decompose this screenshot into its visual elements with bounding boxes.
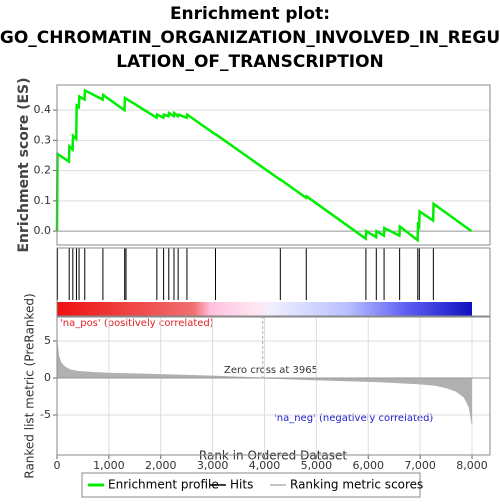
y-tick-label: 0.2 [34, 164, 52, 177]
rank-band [57, 302, 472, 316]
y-axis-label: Enrichment score (ES) [16, 77, 32, 252]
y-tick-label: 0.1 [34, 194, 52, 207]
y-tick-label: 5 [44, 334, 51, 347]
x-tick-label: 7,000 [404, 459, 436, 472]
y-axis-label: Ranked list metric (PreRanked) [23, 293, 37, 478]
y-tick-label: 0.0 [34, 224, 52, 237]
es-line [55, 88, 473, 243]
x-tick-label: 0 [54, 459, 61, 472]
x-tick-label: 2,000 [145, 459, 177, 472]
y-tick-label: 0 [44, 371, 51, 384]
neg-label: 'na_neg' (negatively correlated) [274, 413, 433, 424]
x-tick-label: 6,000 [352, 459, 384, 472]
y-tick-label: -5 [40, 408, 51, 421]
x-tick-label: 3,000 [197, 459, 229, 472]
legend-label: Hits [230, 478, 253, 492]
plot-frame [56, 247, 491, 317]
x-tick-label: 5,000 [301, 459, 333, 472]
legend [81, 472, 421, 498]
plot-frame [56, 84, 491, 246]
chart-title: GO_CHROMATIN_ORGANIZATION_INVOLVED_IN_RE… [0, 28, 500, 48]
x-tick-label: 1,000 [93, 459, 125, 472]
plot-frame [56, 316, 491, 456]
x-tick-label: 4,000 [249, 459, 281, 472]
y-tick-label: 0.3 [34, 133, 52, 146]
y-tick-label: 0.4 [34, 103, 52, 116]
chart-title: Enrichment plot: [170, 4, 330, 24]
chart-title: LATION_OF_TRANSCRIPTION [116, 52, 384, 72]
legend-label: Enrichment profile [108, 478, 219, 492]
legend-label: Ranking metric scores [290, 478, 423, 492]
annotation: Zero cross at 3965 [224, 365, 318, 376]
x-tick-label: 8,000 [456, 459, 488, 472]
pos-label: 'na_pos' (positively correlated) [60, 318, 214, 329]
